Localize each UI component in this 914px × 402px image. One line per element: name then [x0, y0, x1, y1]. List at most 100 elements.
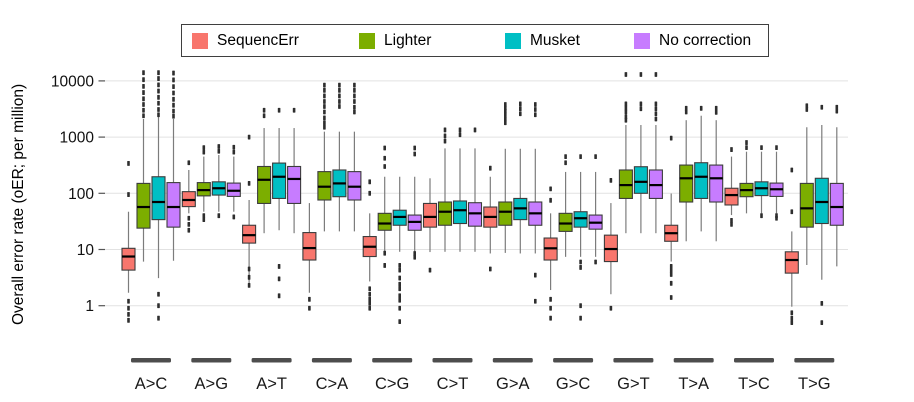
- outlier-point: [398, 281, 401, 287]
- iqr-box: [377, 212, 392, 231]
- x-axis-bar-c-g: [372, 358, 413, 363]
- box-musket-a-c: [151, 70, 166, 321]
- outlier-point: [594, 154, 597, 159]
- legend-swatch-musket: [505, 32, 521, 49]
- iqr-box: [709, 164, 724, 203]
- outlier-point: [142, 70, 145, 76]
- legend-item-no-correction: No correction: [634, 25, 751, 56]
- box-sequencerr-g-t: [603, 177, 618, 311]
- outlier-point: [323, 120, 326, 126]
- outlier-point: [368, 291, 371, 297]
- outlier-point: [669, 295, 673, 300]
- outlier-point: [398, 286, 401, 292]
- outlier-point: [157, 88, 160, 94]
- box-lighter-c-g: [377, 145, 392, 268]
- outlier-point: [579, 154, 582, 159]
- box-no-correction-t-a: [709, 105, 724, 242]
- outlier-point: [142, 102, 145, 107]
- outlier-point: [353, 93, 356, 99]
- box-musket-a-t: [272, 107, 287, 299]
- outlier-point: [398, 293, 401, 299]
- box-no-correction-c-a: [347, 82, 362, 232]
- box-lighter-g-t: [618, 72, 633, 234]
- outlier-point: [368, 286, 371, 292]
- box-lighter-t-g: [799, 103, 814, 265]
- box-lighter-g-c: [558, 154, 573, 257]
- outlier-point: [127, 192, 130, 197]
- outlier-point: [142, 77, 145, 83]
- outlier-point: [157, 112, 160, 118]
- outlier-point: [142, 96, 145, 102]
- outlier-point: [172, 102, 175, 108]
- outlier-point: [277, 264, 281, 269]
- box-no-correction-a-t: [287, 107, 302, 234]
- outlier-point: [338, 104, 341, 109]
- outlier-point: [338, 87, 341, 93]
- outlier-point: [323, 124, 326, 130]
- outlier-point: [579, 315, 582, 321]
- x-axis-bar-c-t: [432, 358, 473, 363]
- outlier-point: [669, 135, 673, 141]
- x-tick-label-t-g: T>G: [798, 375, 831, 393]
- iqr-box: [498, 201, 513, 226]
- x-axis-bar-a-c: [131, 358, 171, 363]
- box-sequencerr-a-t: [242, 134, 257, 288]
- iqr-box: [724, 187, 739, 206]
- outlier-point: [338, 93, 341, 99]
- x-tick-label-a-t: A>T: [256, 375, 287, 393]
- y-tick-label-1000: 1000: [60, 130, 95, 147]
- outlier-point: [368, 305, 371, 311]
- x-tick-label-c-g: C>G: [375, 375, 409, 393]
- box-musket-c-g: [392, 176, 407, 325]
- outlier-point: [489, 266, 492, 272]
- outlier-point: [247, 181, 251, 186]
- y-tick-label-1: 1: [85, 298, 94, 315]
- outlier-point: [413, 254, 416, 260]
- outlier-point: [127, 161, 130, 166]
- outlier-point: [443, 133, 447, 139]
- outlier-point: [353, 87, 356, 93]
- box-no-correction-g-c: [588, 154, 603, 265]
- outlier-point: [338, 99, 341, 104]
- outlier-point: [127, 298, 130, 304]
- outlier-point: [805, 107, 809, 112]
- legend-item-lighter: Lighter: [359, 25, 431, 56]
- outlier-point: [413, 251, 416, 256]
- outlier-point: [353, 99, 356, 104]
- box-no-correction-c-g: [407, 145, 422, 260]
- outlier-point: [202, 145, 206, 151]
- outlier-point: [323, 87, 326, 93]
- box-musket-g-a: [513, 101, 528, 254]
- outlier-point: [398, 267, 401, 273]
- outlier-point: [458, 132, 462, 138]
- outlier-point: [323, 104, 326, 109]
- legend-label-sequencerr: SequencErr: [217, 31, 299, 49]
- x-tick-label-g-c: G>C: [556, 375, 590, 393]
- outlier-point: [247, 134, 251, 140]
- outlier-point: [534, 272, 537, 278]
- box-sequencerr-c-g: [362, 179, 377, 311]
- x-tick-label-c-a: C>A: [316, 375, 349, 393]
- outlier-point: [654, 72, 658, 77]
- outlier-point: [639, 106, 643, 112]
- outlier-point: [428, 267, 432, 273]
- outlier-point: [127, 312, 130, 317]
- outlier-point: [157, 315, 160, 321]
- outlier-point: [519, 101, 522, 107]
- iqr-box: [422, 202, 438, 228]
- box-lighter-a-c: [136, 70, 151, 262]
- outlier-point: [292, 107, 296, 113]
- outlier-point: [564, 160, 567, 166]
- outlier-point: [262, 113, 266, 119]
- iqr-box: [121, 247, 136, 271]
- box-musket-t-a: [694, 105, 709, 232]
- legend-item-sequencerr: SequencErr: [192, 25, 299, 56]
- outlier-point: [835, 104, 839, 110]
- outlier-point: [232, 144, 236, 150]
- iqr-box: [166, 182, 181, 228]
- outlier-point: [187, 160, 191, 166]
- box-lighter-c-t: [437, 127, 453, 252]
- box-musket-c-a: [332, 82, 347, 232]
- legend-swatch-sequencerr: [192, 32, 208, 49]
- outlier-point: [398, 297, 401, 303]
